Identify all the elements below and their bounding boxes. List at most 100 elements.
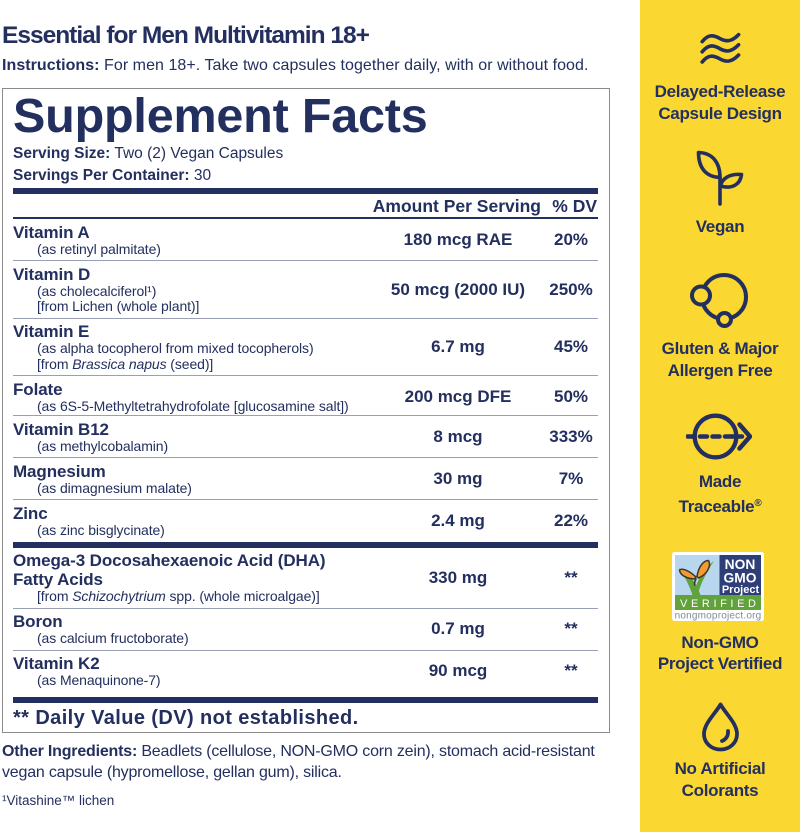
sidebar-label-made-traceable: Made Traceable® (640, 471, 800, 517)
servings-per-container-line: Servings Per Container: 30 (13, 165, 598, 187)
vegan-sprout-icon (696, 150, 744, 206)
nutrient-row-zinc: Zinc (as zinc bisglycinate) 2.4 mg 22% (13, 500, 598, 542)
nutrient-name: Vitamin A (13, 222, 90, 242)
sidebar-label-no-colorants: No Artificial Colorants (640, 758, 800, 801)
nutrient-amount: 180 mcg RAE (403, 229, 513, 249)
nutrient-amount: 200 mcg DFE (404, 386, 512, 406)
nutrient-name: Vitamin D (13, 264, 91, 284)
nutrient-source: (as 6S-5-Methyltetrahydrofolate [glucosa… (37, 397, 349, 414)
nutrient-source: (as calcium fructoborate) (37, 630, 189, 646)
header-spacer (13, 198, 372, 215)
droplet-icon (702, 702, 739, 752)
benefits-sidebar: Delayed-Release Capsule Design Vegan Glu… (640, 0, 800, 832)
nutrient-row-magnesium: Magnesium (as dimagnesium malate) 30 mg … (13, 458, 598, 500)
serving-size-value: Two (2) Vegan Capsules (110, 145, 284, 162)
nutrient-dv: 45% (553, 337, 589, 356)
label-line-1: Delayed-Release (654, 82, 786, 101)
source-italic: Schizochytrium (72, 588, 166, 604)
nutrient-dv: 20% (553, 229, 589, 249)
nutrient-source: (as Menaquinone-7) (37, 672, 161, 688)
amount-per-serving-header: Amount Per Serving (372, 196, 541, 216)
servings-value: 30 (189, 167, 212, 184)
source-text-post: (seed)] (166, 355, 214, 372)
nutrient-dv: 22% (553, 510, 589, 530)
made-traceable-icon (686, 413, 752, 460)
label-line-2: Capsule Design (658, 103, 782, 123)
vitashine-footnote: ¹Vitashine™ lichen (2, 793, 115, 808)
label-line-1: Gluten & Major (661, 339, 779, 358)
label-text: Traceable (678, 496, 755, 516)
serving-size-label: Serving Size: (13, 145, 111, 162)
divider-thick-middle (13, 541, 598, 548)
serving-info: Serving Size: Two (2) Vegan Capsules Ser… (13, 143, 598, 187)
nutrient-name-cell: Vitamin D (as cholecalciferol¹) [from Li… (13, 265, 372, 315)
nutrient-row-vitamin-b12: Vitamin B12 (as methylcobalamin) 8 mcg 3… (13, 416, 598, 458)
nutrient-name-cell: Zinc (as zinc bisglycinate) (13, 504, 372, 539)
nutrient-source: (as alpha tocopherol from mixed tocopher… (37, 340, 314, 356)
seal-word-gmo: GMO (724, 571, 757, 586)
label-line-2: Colorants (681, 780, 759, 800)
divider-thick-bottom (13, 696, 598, 703)
nutrient-dv: 333% (549, 426, 593, 446)
nutrient-name-cell: Vitamin A (as retinyl palmitate) (13, 223, 372, 258)
seal-word-verified: VERIFIED (680, 598, 760, 610)
divider-under-header (13, 217, 598, 219)
nutrient-name-line2: Fatty Acids (13, 570, 103, 589)
nutrient-source-2: [from Brassica napus (seed)] (13, 355, 372, 373)
nutrient-amount: 6.7 mg (431, 337, 485, 356)
nutrient-name: Vitamin E (13, 322, 90, 341)
nutrient-dv: 50% (553, 386, 589, 406)
nutrient-row-vitamin-d: Vitamin D (as cholecalciferol¹) [from Li… (13, 261, 598, 319)
nutrient-row-boron: Boron (as calcium fructoborate) 0.7 mg *… (13, 609, 598, 651)
product-title: Essential for Men Multivitamin 18+ (2, 21, 370, 49)
percent-dv-header: % DV (552, 196, 597, 216)
nutrient-name-cell: Vitamin K2 (as Menaquinone-7) (13, 654, 372, 689)
nutrient-row-vitamin-a: Vitamin A (as retinyl palmitate) 180 mcg… (13, 219, 598, 261)
nutrient-name: Magnesium (13, 461, 106, 481)
nutrient-source-2: [from Lichen (whole plant)] (13, 298, 372, 315)
source-italic: Brassica napus (72, 355, 167, 372)
nutrient-name-cell: Boron (as calcium fructoborate) (13, 612, 372, 647)
other-ingredients-text: Beadlets (cellulose, NON-GMO corn zein),… (2, 742, 595, 781)
seal-url-text: nongmoproject.org (675, 611, 762, 622)
label-line-1: Made (698, 472, 742, 491)
sidebar-label-allergen-free: Gluten & Major Allergen Free (640, 338, 800, 381)
nutrient-row-vitamin-e: Vitamin E (as alpha tocopherol from mixe… (13, 319, 598, 376)
nutrient-name: Omega-3 Docosahexaenoic Acid (DHA) (13, 551, 326, 570)
instructions-line: Instructions: For men 18+. Take two caps… (2, 56, 588, 76)
nutrient-name: Folate (13, 379, 63, 399)
nutrient-row-folate: Folate (as 6S-5-Methyltetrahydrofolate [… (13, 376, 598, 416)
seal-green-band (675, 595, 761, 610)
nutrient-name-cell: Magnesium (as dimagnesium malate) (13, 462, 372, 497)
label-line-1: Vegan (695, 217, 745, 236)
facts-column-header: Amount Per Serving % DV (13, 194, 598, 217)
serving-size-line: Serving Size: Two (2) Vegan Capsules (13, 143, 598, 165)
nutrient-source: [from Schizochytrium spp. (whole microal… (13, 588, 372, 605)
nutrient-dv: 250% (549, 279, 593, 299)
nutrient-source: (as dimagnesium malate) (37, 479, 192, 496)
nutrient-amount: 8 mcg (433, 426, 483, 446)
allergen-free-circles-icon (690, 273, 748, 328)
nutrient-source: (as zinc bisglycinate) (37, 521, 165, 538)
servings-label: Servings Per Container: (13, 167, 190, 184)
nutrient-name: Vitamin B12 (13, 419, 109, 439)
nutrient-row-omega-3: Omega-3 Docosahexaenoic Acid (DHA) Fatty… (13, 548, 598, 609)
nutrient-dv: 7% (558, 468, 584, 488)
nutrient-name-cell: Folate (as 6S-5-Methyltetrahydrofolate [… (13, 380, 372, 415)
nutrient-dv: ** (564, 567, 578, 587)
source-text-post: spp. (whole microalgae)] (165, 588, 320, 604)
label-line-1: Non-GMO (681, 632, 759, 652)
nutrient-dv: ** (564, 619, 578, 639)
registered-mark: ® (754, 497, 762, 509)
divider-thick-top (13, 188, 598, 194)
seal-butterfly (678, 559, 711, 586)
supplement-facts-title: Supplement Facts (13, 89, 428, 143)
nutrient-name: Zinc (13, 503, 48, 523)
other-ingredients: Other Ingredients: Beadlets (cellulose, … (2, 741, 607, 783)
source-text: [from (37, 588, 73, 604)
nutrient-name: Boron (13, 612, 63, 631)
non-gmo-project-seal: NON GMO Project VERIFIED nongmoproject.o… (672, 552, 764, 621)
sidebar-label-vegan: Vegan (640, 216, 800, 238)
seal-word-non: NON (725, 557, 756, 572)
source-text: [from Lichen (whole plant)] (37, 298, 200, 314)
